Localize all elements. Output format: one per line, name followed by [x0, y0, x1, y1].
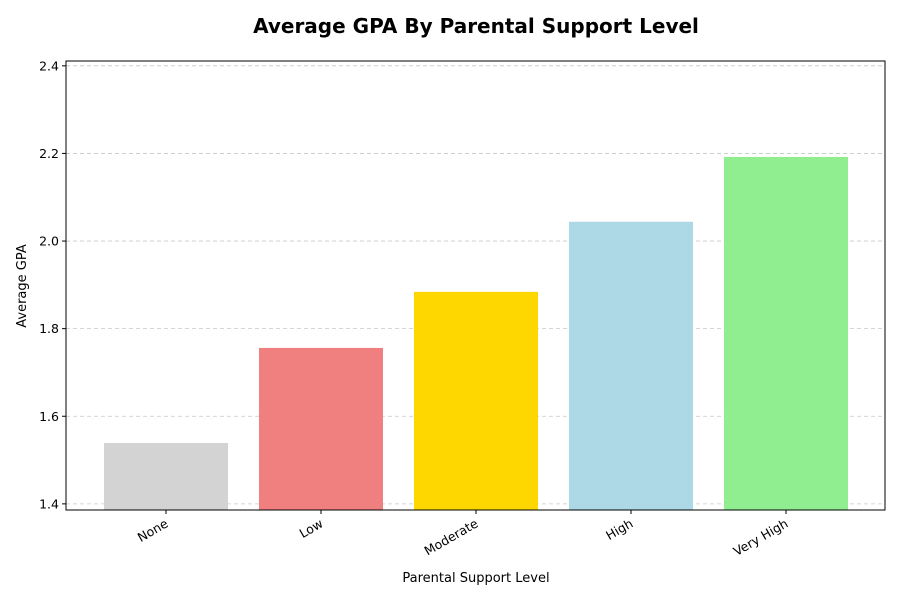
x-tick-label: Low	[297, 516, 326, 541]
bars	[104, 156, 848, 510]
y-tick-label: 1.8	[39, 321, 59, 336]
y-axis: 1.4 1.6 1.8 2.0 2.2 2.4	[39, 58, 66, 511]
bar-very-high	[724, 156, 848, 510]
x-tick-label: High	[603, 516, 635, 543]
y-tick-label: 2.4	[39, 58, 59, 73]
bar-moderate	[414, 291, 538, 510]
y-tick-label: 1.6	[39, 409, 59, 424]
y-tick-label: 2.0	[39, 234, 59, 249]
x-axis-label: Parental Support Level	[402, 571, 549, 586]
x-tick-label: Very High	[731, 516, 791, 559]
bar-none	[104, 442, 228, 510]
chart-title: Average GPA By Parental Support Level	[253, 14, 699, 38]
x-tick-label: None	[135, 515, 171, 544]
bar-high	[569, 221, 693, 510]
y-tick-label: 1.4	[39, 496, 59, 511]
x-tick-label: Moderate	[422, 515, 481, 558]
bar-low	[259, 347, 383, 510]
y-axis-label: Average GPA	[15, 244, 30, 328]
x-axis: None Low Moderate High Very High	[135, 510, 791, 559]
y-tick-label: 2.2	[39, 146, 59, 161]
